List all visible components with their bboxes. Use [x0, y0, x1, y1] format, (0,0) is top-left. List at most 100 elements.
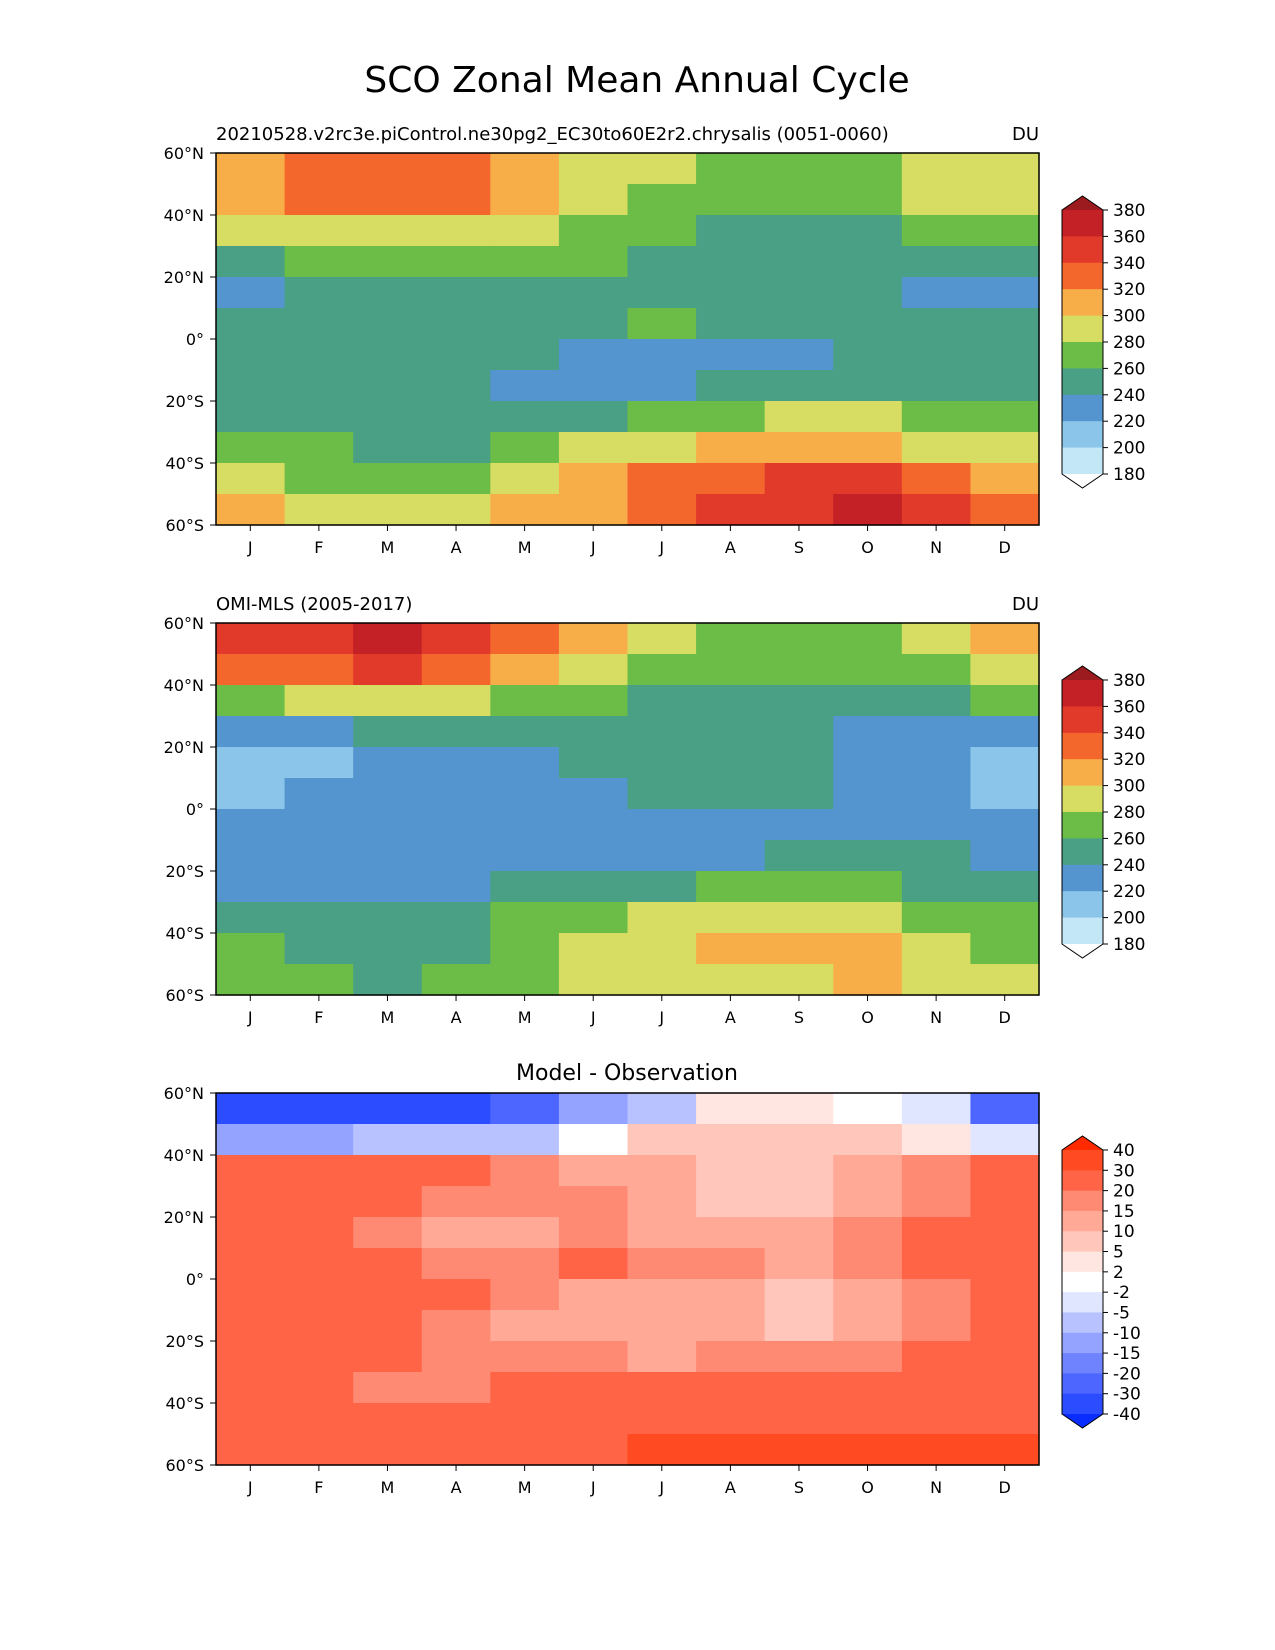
- panel-units: DU: [1012, 124, 1039, 145]
- colorbar-label: -5: [1113, 1303, 1130, 1323]
- heatmap-cell: [421, 153, 491, 185]
- heatmap-cell: [490, 1124, 560, 1156]
- heatmap-cell: [490, 1248, 560, 1280]
- heatmap-cell: [558, 401, 629, 433]
- heatmap-cell: [833, 1310, 903, 1342]
- colorbar-segment: [1062, 812, 1103, 839]
- plot-frame: [215, 622, 1040, 996]
- y-tick-label: 60°S: [165, 1456, 204, 1475]
- heatmap-cell: [627, 747, 697, 779]
- heatmap-cell: [764, 401, 834, 433]
- x-tick-label: A: [725, 1478, 736, 1497]
- heatmap-cell: [970, 902, 1040, 934]
- colorbar-segment: [1062, 732, 1103, 760]
- heatmap-cell: [490, 716, 560, 748]
- heatmap-cell: [901, 339, 972, 371]
- colorbar-segment: [1062, 210, 1103, 237]
- heatmap-cell: [421, 494, 491, 526]
- heatmap-cell: [627, 308, 697, 340]
- heatmap-cell: [421, 964, 491, 996]
- heatmap-cell: [901, 685, 972, 717]
- heatmap-cell: [627, 1434, 697, 1466]
- heatmap-cell: [421, 902, 491, 934]
- axis-ticks: J F M A M J J A S O N D 60°N 40°N 20°N 0° 20°S 40°S 60°S: [164, 614, 1011, 1027]
- heatmap-cell: [284, 654, 354, 686]
- x-tick-label: A: [451, 1008, 462, 1027]
- heatmap-cell: [216, 463, 286, 495]
- heatmap-cell: [970, 1434, 1040, 1466]
- heatmap-cell: [284, 308, 354, 340]
- heatmap-cell: [970, 308, 1040, 340]
- heatmap-cell: [353, 1372, 423, 1404]
- heatmap-cell: [764, 494, 834, 526]
- heatmap-cell: [970, 1093, 1040, 1125]
- heatmap-cell: [421, 370, 491, 402]
- heatmap-cell: [421, 1341, 491, 1373]
- heatmap-cell: [696, 153, 766, 185]
- heatmap-cell: [764, 1372, 834, 1404]
- heatmap-cell: [764, 184, 834, 216]
- heatmap-cell: [421, 933, 491, 965]
- heatmap-cell: [627, 1155, 697, 1187]
- heatmap-cell: [558, 1310, 629, 1342]
- colorbar-label: 320: [1113, 280, 1145, 300]
- x-tick-label: F: [314, 538, 323, 557]
- y-tick-label: 0°: [186, 800, 204, 819]
- colorbar-segment: [1062, 1150, 1103, 1171]
- heatmap-cell: [901, 747, 972, 779]
- y-tick-label: 40°S: [165, 924, 204, 943]
- colorbar-segment: [1062, 1373, 1103, 1395]
- heatmap-cell: [353, 1279, 423, 1311]
- heatmap-cell: [284, 902, 354, 934]
- heatmap-cell: [558, 1403, 629, 1435]
- heatmap-cell: [490, 432, 560, 464]
- colorbar-label: 280: [1113, 803, 1145, 823]
- heatmap-cell: [421, 1403, 491, 1435]
- heatmap-cell: [970, 1310, 1040, 1342]
- heatmap-cell: [490, 1093, 560, 1125]
- heatmap-cell: [558, 933, 629, 965]
- heatmap-cell: [421, 215, 491, 247]
- x-tick-label: M: [518, 538, 532, 557]
- heatmap-cell: [558, 1124, 629, 1156]
- heatmap-cell: [970, 339, 1040, 371]
- heatmap-cell: [216, 153, 286, 185]
- heatmap-cell: [216, 1372, 286, 1404]
- heatmap-cell: [764, 1186, 834, 1218]
- heatmap-cell: [833, 1434, 903, 1466]
- y-tick-label: 40°N: [164, 206, 204, 225]
- heatmap-cell: [833, 747, 903, 779]
- panel-observation: OMI-MLS (2005-2017) DU J F M A M J J A S O N D 60°N 4…: [164, 594, 1146, 1027]
- heatmap-cell: [216, 246, 286, 278]
- x-tick-label: J: [247, 1478, 253, 1497]
- heatmap-cell: [970, 246, 1040, 278]
- heatmap-cell: [627, 494, 697, 526]
- heatmap-cell: [421, 840, 491, 872]
- heatmap-cell: [558, 1279, 629, 1311]
- heatmap-cell: [353, 623, 423, 655]
- heatmap-cell: [490, 623, 560, 655]
- heatmap-cell: [833, 871, 903, 903]
- heatmap-cell: [970, 747, 1040, 779]
- heatmap-cell: [627, 716, 697, 748]
- heatmap-cell: [353, 964, 423, 996]
- heatmap-cell: [284, 840, 354, 872]
- heatmap-cell: [421, 277, 491, 309]
- colorbar-label: 200: [1113, 909, 1145, 929]
- heatmap-cell: [558, 902, 629, 934]
- heatmap-cell: [284, 1403, 354, 1435]
- heatmap-cell: [421, 716, 491, 748]
- heatmap-cell: [284, 809, 354, 841]
- heatmap-cell: [764, 1093, 834, 1125]
- heatmap-cell: [284, 1341, 354, 1373]
- heatmap-cell: [558, 623, 629, 655]
- heatmap-cell: [421, 246, 491, 278]
- heatmap-cell: [901, 463, 972, 495]
- heatmap-cell: [901, 1279, 972, 1311]
- heatmap-cell: [558, 339, 629, 371]
- heatmap-cell: [764, 1434, 834, 1466]
- heatmap-cell: [421, 339, 491, 371]
- heatmap-cell: [764, 716, 834, 748]
- heatmap-cell: [353, 778, 423, 810]
- heatmap-cell: [558, 1434, 629, 1466]
